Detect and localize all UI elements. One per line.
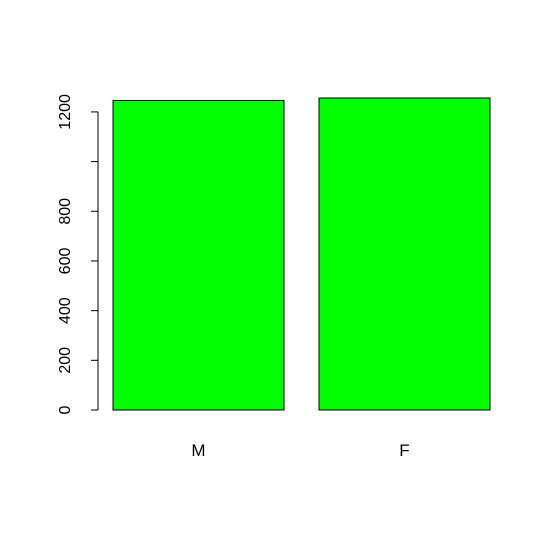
y-axis: 0 200 400 600 800 1200	[57, 94, 99, 414]
y-tick-label: 200	[57, 347, 74, 374]
bars	[112, 97, 491, 411]
y-tick-label: 600	[57, 248, 74, 275]
y-tick-label: 800	[57, 198, 74, 225]
x-category-label: M	[191, 441, 205, 460]
x-category-label: F	[399, 441, 409, 460]
y-tick-label: 0	[57, 405, 74, 414]
bar-m	[112, 99, 285, 411]
bar-f	[318, 97, 491, 411]
y-tick-label: 400	[57, 297, 74, 324]
y-tick-label: 1200	[57, 94, 74, 130]
